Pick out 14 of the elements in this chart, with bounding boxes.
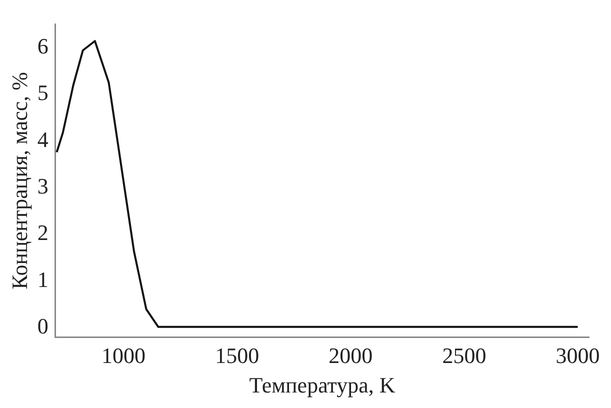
x-tick-label: 1000	[102, 343, 146, 368]
x-axis-title: Температура, K	[249, 372, 396, 398]
x-tick-label: 3000	[556, 343, 600, 368]
y-tick-label: 5	[37, 80, 48, 106]
y-tick-label: 4	[37, 126, 48, 152]
y-tick-label: 1	[37, 266, 48, 292]
y-tick-label: 2	[37, 220, 48, 246]
y-tick-label: 0	[37, 314, 48, 339]
y-axis-title: Концентрация, масс, %	[6, 72, 32, 290]
x-tick-label: 2000	[328, 343, 373, 368]
y-tick-label: 6	[37, 33, 48, 58]
x-tick-label: 1500	[215, 343, 260, 368]
x-tick-label: 2500	[442, 343, 486, 368]
y-tick-label: 3	[37, 173, 48, 198]
